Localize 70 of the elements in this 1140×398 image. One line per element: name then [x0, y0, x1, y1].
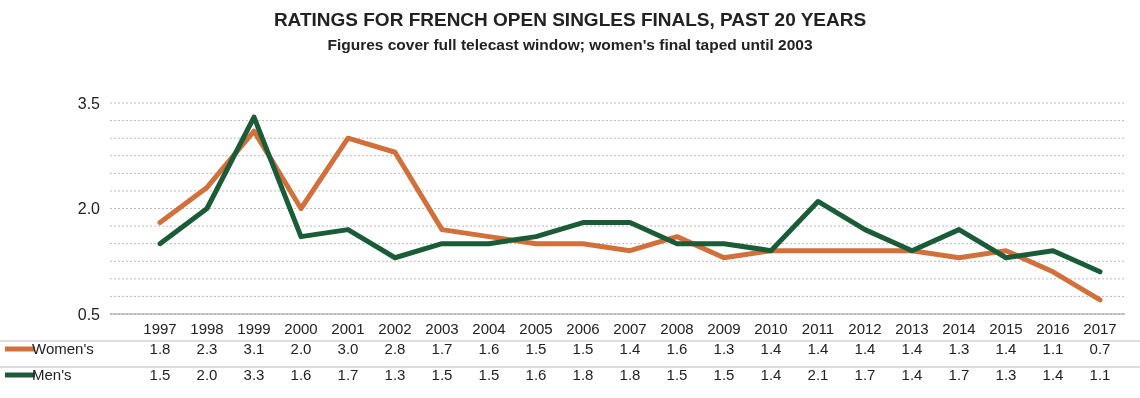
- x-tick-label: 2012: [848, 320, 882, 337]
- data-label: 1.6: [666, 340, 688, 357]
- legend-label: Men's: [32, 366, 72, 383]
- data-label: 1.8: [572, 366, 594, 383]
- x-tick-label: 2005: [519, 320, 553, 337]
- data-label: 1.8: [619, 366, 641, 383]
- y-tick-label: 2.0: [77, 200, 101, 218]
- chart-title: RATINGS FOR FRENCH OPEN SINGLES FINALS, PAST 20 YEARS: [273, 9, 867, 30]
- data-label: 1.5: [525, 340, 547, 357]
- data-label: 2.8: [384, 340, 406, 357]
- data-label: 2.0: [290, 340, 312, 357]
- data-label: 1.4: [760, 366, 782, 383]
- data-label: 1.4: [1042, 366, 1064, 383]
- data-label: 1.3: [995, 366, 1017, 383]
- data-label: 1.5: [572, 340, 594, 357]
- data-label: 1.5: [713, 366, 735, 383]
- x-tick-label: 2013: [895, 320, 929, 337]
- data-label: 0.7: [1089, 340, 1111, 357]
- data-label: 1.5: [431, 366, 453, 383]
- data-label: 1.6: [290, 366, 312, 383]
- data-label: 1.7: [431, 340, 453, 357]
- data-label: 1.6: [525, 366, 547, 383]
- data-label: 1.7: [337, 366, 359, 383]
- y-tick-label: 3.5: [77, 94, 101, 112]
- x-tick-label: 1999: [237, 320, 271, 337]
- x-tick-label: 2008: [660, 320, 694, 337]
- data-label: 1.4: [619, 340, 641, 357]
- data-label: 1.1: [1089, 366, 1111, 383]
- x-tick-label: 2016: [1036, 320, 1070, 337]
- y-tick-label: 0.5: [77, 305, 101, 323]
- x-tick-label: 2001: [331, 320, 365, 337]
- x-tick-label: 2009: [707, 320, 741, 337]
- data-label: 1.4: [807, 340, 829, 357]
- x-tick-label: 2017: [1083, 320, 1117, 337]
- data-label: 1.4: [901, 366, 923, 383]
- x-tick-label: 2014: [942, 320, 976, 337]
- x-tick-label: 1997: [143, 320, 177, 337]
- x-tick-label: 2000: [284, 320, 318, 337]
- x-tick-label: 2006: [566, 320, 600, 337]
- x-tick-label: 2007: [613, 320, 647, 337]
- data-label: 2.1: [807, 366, 829, 383]
- data-label: 1.4: [760, 340, 782, 357]
- data-label: 2.3: [196, 340, 218, 357]
- x-tick-label: 2002: [378, 320, 412, 337]
- x-tick-label: 1998: [190, 320, 224, 337]
- x-tick-label: 2010: [754, 320, 788, 337]
- x-tick-label: 2003: [425, 320, 459, 337]
- chart-subtitle: Figures cover full telecast window; women's final taped until 2003: [327, 36, 813, 53]
- x-tick-label: 2011: [801, 320, 835, 337]
- data-label: 1.7: [948, 366, 970, 383]
- data-label: 3.0: [337, 340, 359, 357]
- x-tick-label: 2004: [472, 320, 506, 337]
- data-label: 1.7: [854, 366, 876, 383]
- data-label: 1.5: [666, 366, 688, 383]
- data-label: 2.0: [196, 366, 218, 383]
- data-label: 3.3: [243, 366, 265, 383]
- data-label: 1.1: [1042, 340, 1064, 357]
- data-label: 3.1: [243, 340, 265, 357]
- data-label: 1.4: [995, 340, 1017, 357]
- data-label: 1.3: [713, 340, 735, 357]
- data-label: 1.6: [478, 340, 500, 357]
- data-label: 1.4: [901, 340, 923, 357]
- data-label: 1.4: [854, 340, 876, 357]
- data-label: 1.3: [948, 340, 970, 357]
- legend-label: Women's: [32, 340, 94, 357]
- data-label: 1.5: [149, 366, 171, 383]
- data-label: 1.8: [149, 340, 171, 357]
- x-tick-label: 2015: [989, 320, 1023, 337]
- data-label: 1.3: [384, 366, 406, 383]
- data-label: 1.5: [478, 366, 500, 383]
